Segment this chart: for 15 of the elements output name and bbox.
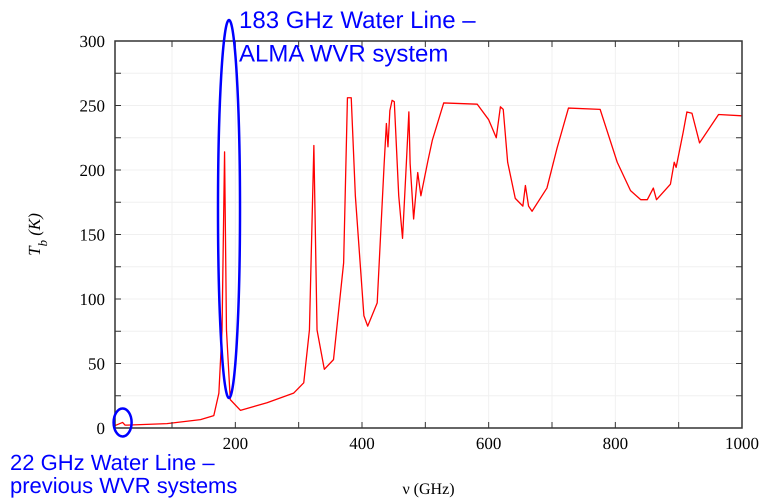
annotation: 183 GHz Water Line – ALMA WVR system (239, 7, 476, 68)
y-tick-label: 250 (80, 96, 105, 116)
x-tick-label: 600 (476, 434, 502, 453)
x-tick-label: 800 (602, 434, 628, 453)
annotation: 22 GHz Water Line – previous WVR systems (10, 450, 238, 498)
x-axis-title: ν (GHz) (402, 481, 455, 498)
y-tick-label: 300 (80, 32, 105, 51)
y-tick-label: 0 (96, 419, 105, 438)
x-tick-label: 1000 (725, 434, 759, 453)
y-tick-label: 100 (80, 290, 105, 309)
y-tick-label: 50 (88, 354, 105, 374)
y-tick-label: 200 (80, 161, 105, 180)
x-tick-label: 400 (349, 434, 375, 453)
x-tick-label: 200 (222, 434, 248, 453)
y-tick-label: 150 (80, 226, 105, 244)
